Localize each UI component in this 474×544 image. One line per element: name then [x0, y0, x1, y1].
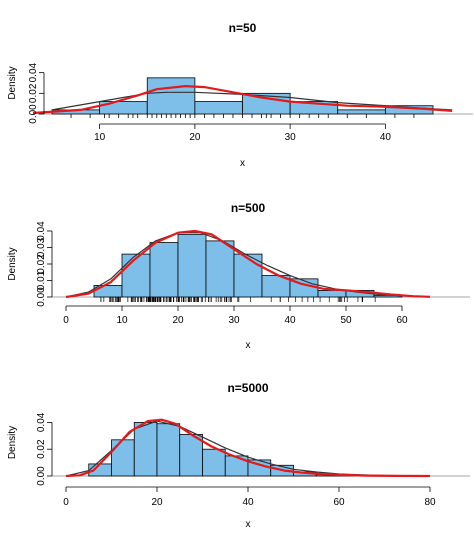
y-tick-label: 0.04 [36, 221, 47, 241]
histogram-bar [149, 242, 179, 298]
panel-1: n=50 10 20 30 40 x 0.000.020.04 Density [7, 21, 473, 169]
x-tick-label: 20 [172, 315, 184, 326]
histogram-bar [202, 448, 226, 477]
histogram-bar [317, 289, 347, 298]
histogram-bar [133, 421, 158, 477]
y-tick-label: 0.02 [36, 254, 47, 274]
x-axis-label: x [246, 340, 251, 351]
panel-2: n=500 0 10 20 30 40 50 60 x 0.000.010.020.030.04 D… [7, 201, 470, 351]
panel-3: n=5000 0 20 40 60 80 x 0.00 0.02 0.04 Density [7, 381, 470, 530]
x-tick-label: 60 [396, 315, 408, 326]
kernel-density-curve [65, 229, 431, 299]
histogram-bar [177, 233, 207, 298]
y-axis-label: Density [7, 426, 18, 459]
histogram-bar [93, 285, 123, 298]
x-tick-label: 50 [340, 315, 352, 326]
chart-title: n=50 [229, 21, 257, 35]
x-tick-label: 40 [242, 497, 254, 508]
x-tick-label: 80 [424, 497, 436, 508]
kernel-density-curve [32, 84, 453, 115]
x-tick-label: 0 [63, 315, 69, 326]
histogram-bar [337, 109, 386, 115]
histogram-bar [179, 434, 203, 477]
y-tick-label: 0.00 [28, 104, 39, 124]
x-tick-label: 0 [63, 497, 69, 508]
y-tick-label: 0.02 [28, 83, 39, 103]
y-axis-label: Density [7, 247, 18, 280]
x-axis-label: x [246, 519, 251, 530]
x-tick-label: 40 [380, 132, 392, 143]
x-tick-label: 20 [189, 132, 201, 143]
chart-title: n=500 [231, 201, 266, 215]
x-tick-label: 30 [285, 132, 297, 143]
histogram-bar [205, 240, 235, 298]
histogram-bar [156, 423, 181, 477]
x-tick-label: 10 [116, 315, 128, 326]
x-tick-label: 30 [228, 315, 240, 326]
histogram-bar [111, 439, 135, 477]
kernel-density-curve [65, 418, 431, 478]
y-tick-label: 0.01 [36, 270, 47, 290]
histogram-bar [194, 101, 243, 115]
x-tick-label: 40 [284, 315, 296, 326]
y-tick-label: 0.04 [36, 412, 47, 432]
histogram-bar [146, 77, 196, 115]
y-axis-label: Density [7, 66, 18, 99]
histogram-bar [233, 253, 263, 298]
x-tick-label: 20 [151, 497, 163, 508]
y-tick-label: 0.03 [36, 237, 47, 257]
y-tick-label: 0.00 [36, 287, 47, 307]
x-tick-label: 60 [333, 497, 345, 508]
x-axis-label: x [240, 158, 245, 169]
x-tick-label: 10 [94, 132, 106, 143]
y-tick-label: 0.00 [36, 466, 47, 486]
y-tick-label: 0.04 [28, 62, 39, 82]
histogram-bar [121, 253, 151, 298]
y-tick-label: 0.02 [36, 439, 47, 459]
chart-title: n=5000 [227, 381, 268, 395]
